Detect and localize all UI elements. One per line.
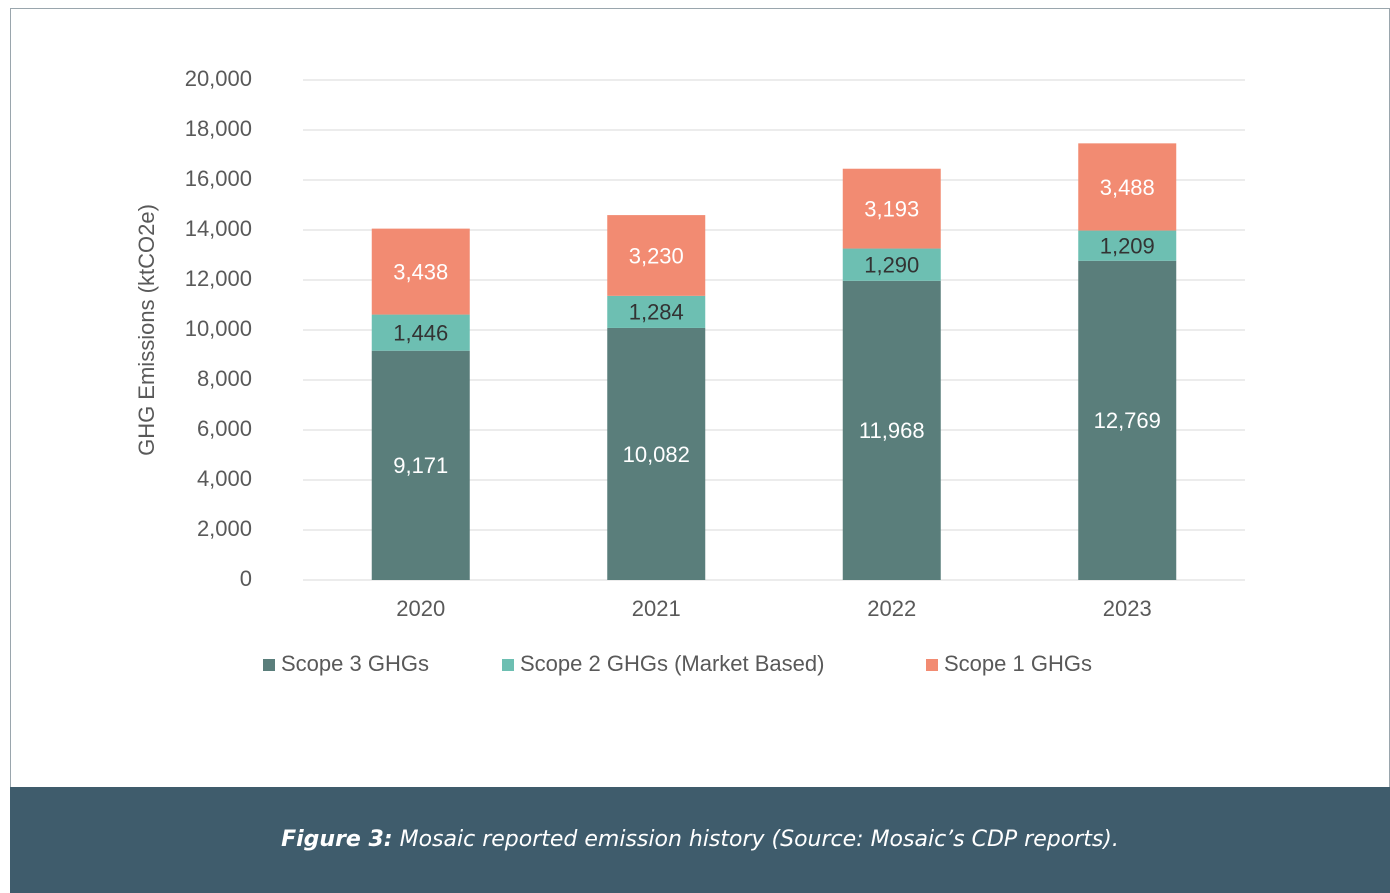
x-tick-label: 2023 [1103,596,1152,621]
caption-text: Mosaic reported emission history (Source… [399,827,1119,852]
y-tick-label: 8,000 [197,366,252,391]
data-label: 1,290 [864,252,919,277]
bar-segment [842,168,941,249]
bar-segment [1078,143,1177,231]
y-tick-label: 6,000 [197,416,252,441]
data-label: 3,488 [1100,175,1155,200]
bar-segment [371,314,470,351]
caption-label: Figure 3: [281,827,393,852]
y-tick-label: 12,000 [185,266,252,291]
data-label: 1,446 [393,320,448,345]
bar-segment [842,248,941,281]
data-label: 9,171 [393,453,448,478]
bar-segment [1078,230,1177,261]
data-label: 10,082 [623,442,690,467]
chart: GHG Emissions (ktCO2e) 0 2,000 4,000 6,000 8… [10,8,1390,787]
bar-segment [607,295,706,328]
y-tick-label: 16,000 [185,166,252,191]
y-axis-label: GHG Emissions (ktCO2e) [134,204,159,456]
data-label: 12,769 [1094,408,1161,433]
bar-segment [842,280,941,580]
data-label: 3,193 [864,196,919,221]
y-tick-label: 2,000 [197,516,252,541]
legend-swatch [263,659,275,671]
y-tick-label: 14,000 [185,216,252,241]
y-tick-label: 18,000 [185,116,252,141]
legend-swatch [926,659,938,671]
bar-segment [607,215,706,296]
y-tick-label: 20,000 [185,66,252,91]
bar-segment [371,228,470,315]
legend-swatch [502,659,514,671]
data-label: 11,968 [859,418,925,443]
x-tick-label: 2021 [632,596,681,621]
y-tick-label: 0 [240,566,252,591]
y-tick-label: 10,000 [185,316,252,341]
data-label: 3,438 [393,259,448,284]
x-tick-label: 2022 [867,596,916,621]
legend-label: Scope 1 GHGs [944,651,1092,676]
bar-segment [371,350,470,580]
data-label: 1,284 [629,300,684,325]
bar-segment [1078,260,1177,580]
caption: Figure 3: Mosaic reported emission histo… [10,787,1390,893]
legend-label: Scope 2 GHGs (Market Based) [520,651,824,676]
data-label: 1,209 [1100,233,1155,258]
bar-segment [607,327,706,580]
data-label: 3,230 [629,243,684,268]
legend-label: Scope 3 GHGs [281,651,429,676]
x-tick-label: 2020 [396,596,445,621]
y-tick-label: 4,000 [197,466,252,491]
